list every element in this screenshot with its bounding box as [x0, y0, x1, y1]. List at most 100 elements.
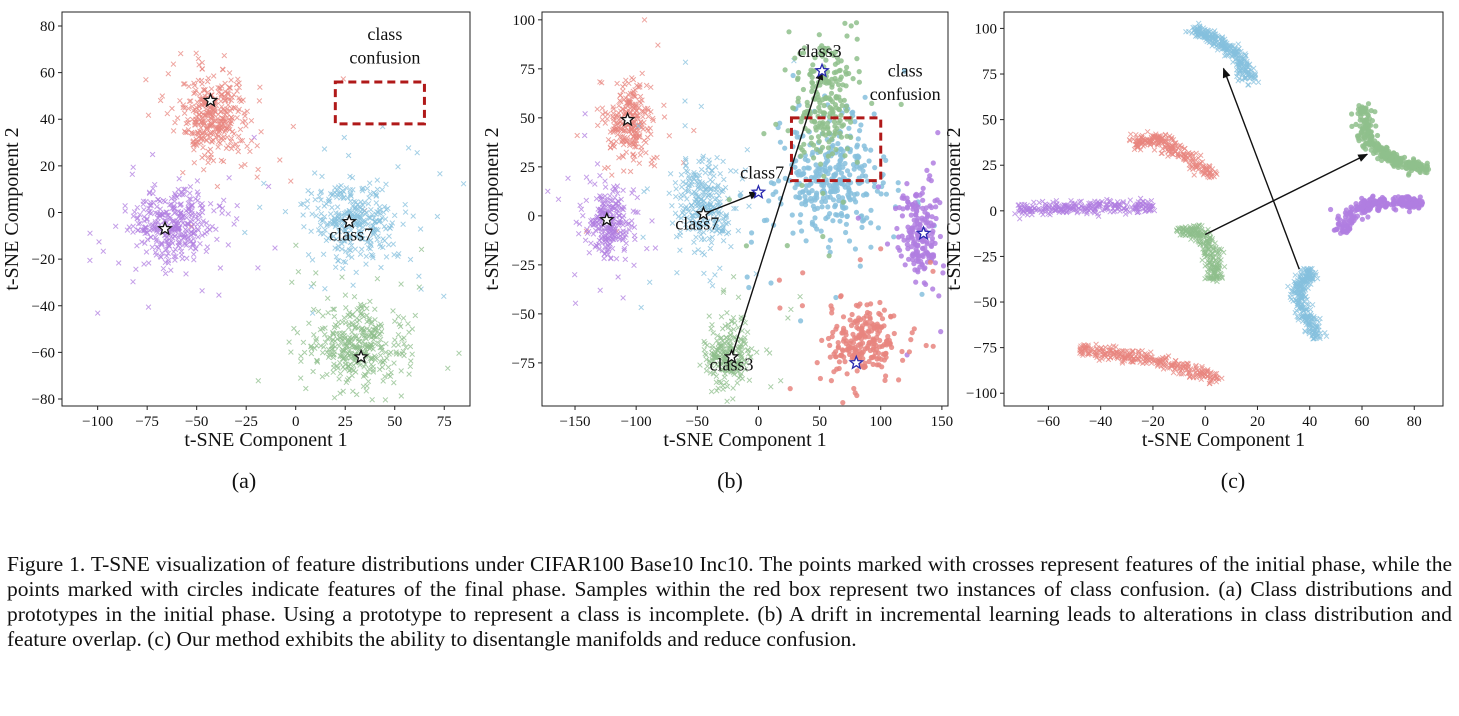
data-point	[209, 129, 216, 136]
series-blue	[242, 123, 467, 316]
data-point	[822, 198, 829, 204]
data-point	[845, 192, 851, 198]
data-point	[334, 330, 340, 337]
data-point	[913, 279, 919, 285]
data-point	[641, 188, 647, 195]
data-point	[832, 61, 839, 67]
data-point	[684, 196, 690, 202]
data-point	[353, 211, 359, 217]
data-point	[223, 125, 230, 131]
data-point	[340, 265, 346, 272]
data-point	[165, 70, 172, 77]
data-point	[621, 247, 627, 254]
data-point	[385, 364, 392, 371]
data-point	[247, 148, 253, 155]
data-point	[868, 301, 874, 307]
data-point	[597, 172, 603, 179]
series-blue-low	[1285, 265, 1330, 342]
data-point	[724, 310, 730, 316]
data-point	[353, 199, 359, 205]
data-point	[832, 354, 839, 360]
data-point	[366, 366, 373, 372]
data-point	[165, 260, 172, 266]
data-point	[383, 341, 389, 347]
data-point	[391, 379, 397, 386]
data-point	[856, 351, 862, 357]
prototype-star	[341, 213, 358, 229]
data-point	[833, 94, 839, 101]
data-point	[395, 164, 401, 170]
y-tick-label: 50	[520, 111, 535, 127]
data-point	[145, 260, 152, 266]
data-point	[162, 198, 168, 205]
data-point	[777, 305, 783, 311]
data-point	[405, 321, 411, 327]
data-point	[614, 231, 621, 237]
data-point	[708, 239, 715, 246]
data-point	[1292, 272, 1299, 278]
data-point	[911, 261, 917, 267]
data-point	[392, 318, 398, 324]
data-point	[827, 342, 833, 348]
data-point	[861, 143, 867, 149]
data-point	[371, 353, 378, 359]
data-point	[609, 172, 615, 178]
data-point	[205, 148, 211, 154]
data-point	[416, 284, 423, 290]
data-point	[178, 251, 185, 258]
data-point	[179, 214, 186, 221]
data-point	[888, 314, 894, 320]
data-point	[291, 325, 297, 332]
data-point	[204, 124, 211, 131]
data-point	[378, 328, 385, 335]
data-point	[186, 83, 192, 90]
data-point	[868, 207, 874, 213]
data-point	[820, 126, 826, 133]
data-point	[456, 350, 462, 356]
data-point	[380, 236, 386, 242]
data-point	[836, 107, 843, 113]
data-point	[633, 133, 639, 139]
data-point	[899, 348, 905, 355]
data-point	[377, 336, 384, 343]
data-point	[643, 139, 649, 146]
data-point	[152, 249, 159, 256]
data-point	[340, 364, 346, 370]
data-point	[187, 196, 194, 203]
data-point	[578, 206, 585, 213]
data-point	[842, 153, 848, 159]
annotation-label: class3	[798, 41, 842, 61]
data-point	[806, 190, 812, 196]
data-point	[615, 219, 622, 226]
data-point	[342, 248, 349, 255]
data-point	[349, 174, 356, 181]
data-point	[197, 91, 203, 97]
data-point	[233, 141, 239, 147]
data-point	[854, 320, 860, 326]
data-point	[376, 217, 383, 224]
data-point	[833, 69, 839, 75]
data-point	[226, 126, 233, 133]
data-point	[288, 178, 294, 184]
data-point	[834, 366, 840, 372]
data-point	[628, 223, 635, 229]
data-point	[149, 151, 156, 158]
data-point	[342, 238, 348, 244]
data-point	[329, 338, 335, 344]
data-point	[191, 90, 197, 97]
data-point	[826, 79, 832, 85]
data-point	[372, 219, 378, 225]
data-point	[860, 168, 866, 174]
data-point	[709, 283, 716, 289]
data-point	[316, 193, 323, 200]
series-purple	[87, 134, 278, 316]
data-point	[181, 234, 188, 241]
data-point	[195, 55, 202, 62]
data-point	[298, 358, 304, 365]
data-point	[838, 210, 845, 217]
data-point	[854, 56, 860, 62]
data-point	[581, 132, 588, 139]
data-point	[383, 206, 390, 213]
data-point	[204, 244, 211, 250]
data-point	[363, 253, 370, 260]
